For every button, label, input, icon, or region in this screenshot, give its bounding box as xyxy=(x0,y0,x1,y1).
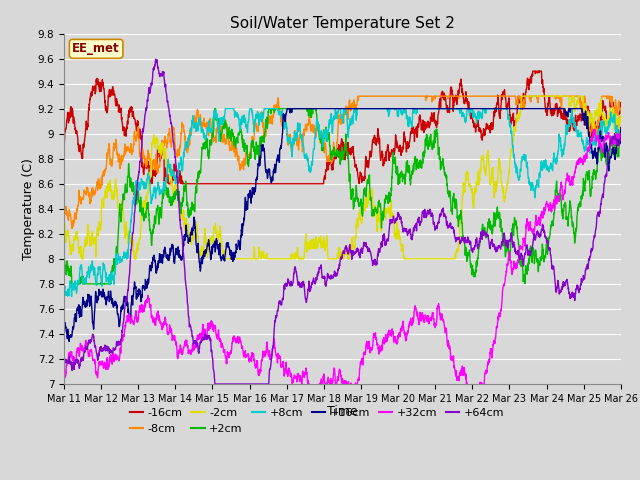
Y-axis label: Temperature (C): Temperature (C) xyxy=(22,158,35,260)
Title: Soil/Water Temperature Set 2: Soil/Water Temperature Set 2 xyxy=(230,16,455,31)
X-axis label: Time: Time xyxy=(327,405,358,418)
Text: EE_met: EE_met xyxy=(72,42,120,55)
Legend: -16cm, -8cm, -2cm, +2cm, +8cm, +16cm, +32cm, +64cm: -16cm, -8cm, -2cm, +2cm, +8cm, +16cm, +3… xyxy=(125,404,509,438)
